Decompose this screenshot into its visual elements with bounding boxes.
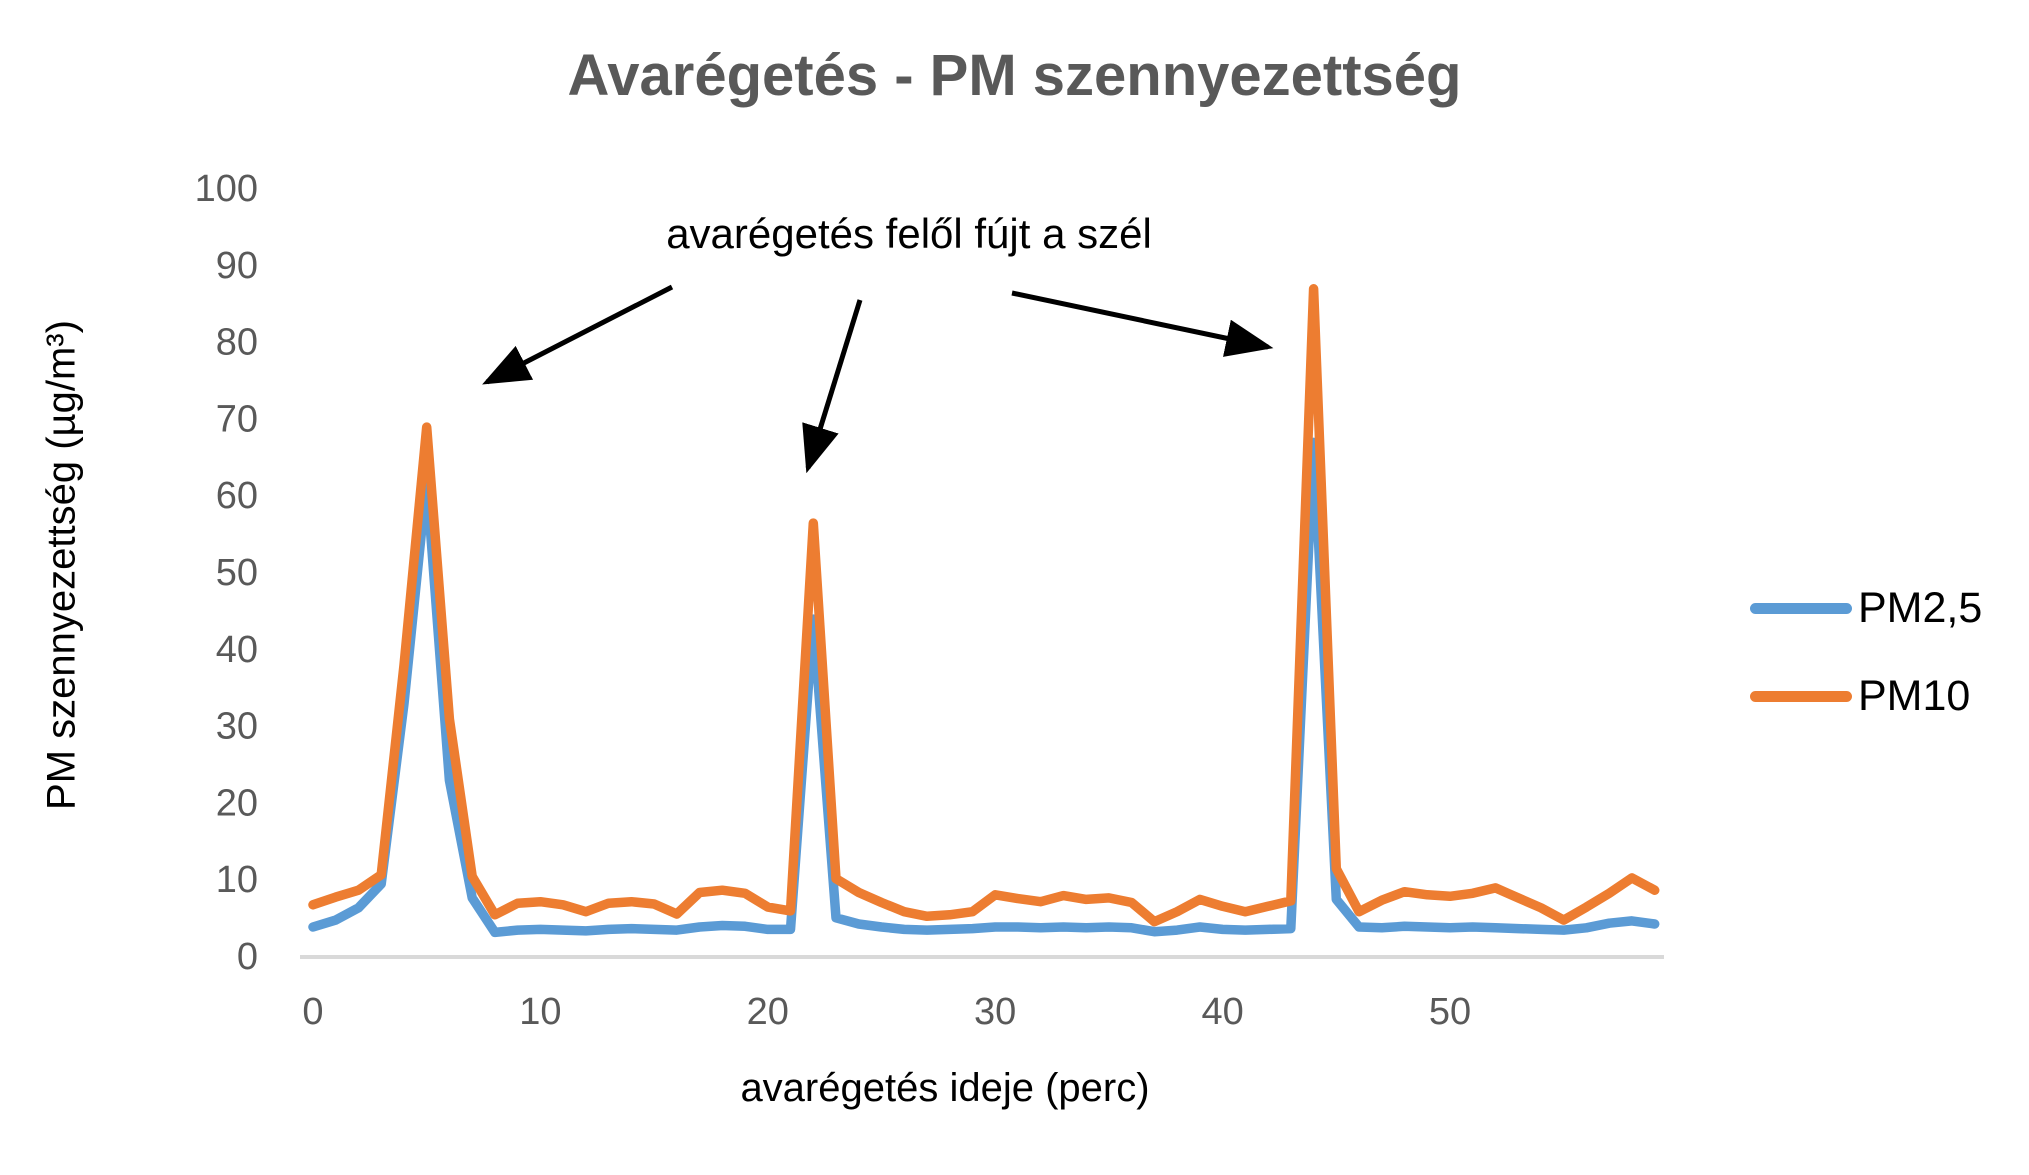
annotation-arrows — [482, 284, 1274, 474]
x-tick-label-10: 10 — [519, 991, 561, 1033]
chart-legend: PM2,5 PM10 — [1750, 583, 1982, 722]
y-tick-label-20: 20 — [216, 782, 258, 824]
axis-layer: 0 10 20 30 40 50 60 70 80 90 100 0 10 20 30 40 50 — [195, 168, 1664, 1033]
x-tick-label-30: 30 — [974, 991, 1016, 1033]
y-tick-label-60: 60 — [216, 475, 258, 517]
x-tick-label-50: 50 — [1429, 991, 1471, 1033]
annotation-label: avarégetés felől fújt a szél — [666, 210, 1152, 257]
annotation-arrow-1 — [482, 284, 674, 385]
legend-item-pm25: PM2,5 — [1750, 583, 1982, 634]
pm25-series-line — [308, 437, 1660, 938]
pm10-legend-swatch — [1750, 691, 1852, 702]
pm10-series-line — [308, 284, 1660, 927]
chart-title: Avarégetés - PM szennyezettség — [567, 43, 1462, 108]
x-axis-title: avarégetés ideje (perc) — [740, 1066, 1150, 1110]
x-tick-label-40: 40 — [1201, 991, 1243, 1033]
y-tick-label-100: 100 — [195, 168, 258, 210]
series-layer — [308, 284, 1660, 938]
y-tick-label-30: 30 — [216, 706, 258, 748]
legend-item-pm10: PM10 — [1750, 671, 1982, 722]
y-tick-label-70: 70 — [216, 398, 258, 440]
y-tick-label-50: 50 — [216, 552, 258, 594]
pm25-legend-label: PM2,5 — [1858, 584, 1983, 632]
pm25-legend-swatch — [1750, 603, 1852, 614]
y-tick-label-90: 90 — [216, 245, 258, 287]
y-tick-label-40: 40 — [216, 629, 258, 671]
y-tick-label-0: 0 — [237, 936, 258, 978]
annotation-arrow-2 — [802, 299, 863, 474]
y-tick-label-80: 80 — [216, 322, 258, 364]
x-tick-label-20: 20 — [747, 991, 789, 1033]
annotation-arrow-3 — [1011, 290, 1274, 357]
y-axis-title: PM szennyezettség (µg/m³) — [39, 320, 84, 810]
pm10-legend-label: PM10 — [1858, 672, 1971, 720]
x-tick-label-0: 0 — [302, 991, 323, 1033]
y-tick-label-10: 10 — [216, 859, 258, 901]
